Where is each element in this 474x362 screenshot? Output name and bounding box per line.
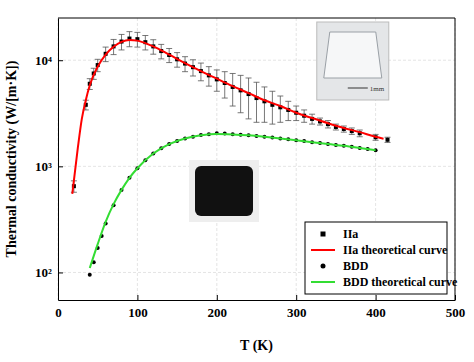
grid bbox=[58, 18, 455, 300]
photo-bdd-crystal bbox=[195, 166, 253, 216]
grid-line bbox=[137, 18, 138, 300]
tick-label: 10³ bbox=[35, 159, 52, 174]
inset-photos: 1mm bbox=[189, 22, 389, 222]
tick-label: 100 bbox=[128, 305, 148, 320]
error-bar bbox=[222, 72, 228, 98]
legend-label: IIa bbox=[343, 227, 358, 241]
tick-mark bbox=[58, 60, 63, 61]
frame bbox=[58, 18, 455, 19]
legend-swatch bbox=[311, 281, 335, 283]
grid-line bbox=[216, 18, 217, 300]
photo-iia bbox=[317, 22, 389, 100]
legend-label: BDD bbox=[343, 259, 369, 273]
legend: IIa IIa theoretical curve BDD BDD theoretic… bbox=[305, 222, 458, 294]
error-bar bbox=[254, 82, 260, 122]
plot: 0 100 200 300 400 500 10² 10³ 10⁴ 1mm IIa IIa theor… bbox=[35, 18, 465, 320]
series-points bbox=[71, 32, 391, 193]
point bbox=[386, 138, 390, 142]
x-title: T (K) bbox=[240, 338, 273, 354]
tick-mark bbox=[217, 295, 218, 300]
legend-swatch bbox=[321, 264, 326, 269]
frame bbox=[455, 18, 456, 300]
legend-swatch bbox=[311, 249, 335, 251]
point bbox=[88, 273, 92, 277]
tick: 200 bbox=[208, 295, 228, 320]
tick-label: 300 bbox=[287, 305, 307, 320]
scale-bar bbox=[348, 88, 368, 89]
error-bar bbox=[238, 75, 244, 112]
tick: 10⁴ bbox=[35, 53, 63, 68]
axis-line bbox=[59, 300, 456, 301]
grid-line bbox=[58, 60, 455, 61]
tick-label: 10⁴ bbox=[35, 53, 52, 68]
photo-bdd bbox=[189, 160, 259, 222]
tick-mark bbox=[58, 166, 63, 167]
tick-mark bbox=[296, 295, 297, 300]
data bbox=[71, 32, 391, 277]
tick-mark bbox=[137, 295, 138, 300]
legend-label: IIa theoretical curve bbox=[343, 243, 448, 257]
x-axis: 0 100 200 300 400 500 bbox=[55, 295, 465, 320]
error-bar bbox=[230, 73, 236, 106]
error-bar bbox=[246, 78, 252, 119]
tick-label: 500 bbox=[446, 305, 466, 320]
photo-crystal bbox=[324, 32, 382, 78]
curve bbox=[72, 40, 383, 194]
tick-label: 400 bbox=[366, 305, 386, 320]
legend-swatch bbox=[321, 232, 326, 237]
tick-label: 0 bbox=[55, 305, 62, 320]
tick-mark bbox=[376, 295, 377, 300]
error-bar bbox=[385, 137, 391, 142]
tick-label: 200 bbox=[208, 305, 228, 320]
chart: 0 100 200 300 400 500 10² 10³ 10⁴ 1mm IIa IIa theor… bbox=[0, 0, 474, 362]
tick-mark bbox=[58, 272, 63, 273]
tick: 400 bbox=[366, 295, 386, 320]
error-bar bbox=[277, 96, 283, 122]
error-bar bbox=[261, 87, 267, 122]
tick: 10² bbox=[35, 265, 63, 280]
tick: 10³ bbox=[35, 159, 63, 174]
y-title: Thermal conductivity (W/[m·K]) bbox=[4, 60, 20, 257]
tick: 300 bbox=[287, 295, 307, 320]
annotation: 1mm bbox=[370, 85, 385, 93]
y-axis: 10² 10³ 10⁴ bbox=[35, 19, 63, 301]
tick-label: 10² bbox=[35, 265, 52, 280]
error-bar bbox=[269, 91, 275, 124]
grid-line bbox=[455, 18, 456, 300]
legend-label: BDD theoretical curve bbox=[343, 275, 458, 289]
tick: 100 bbox=[128, 295, 148, 320]
